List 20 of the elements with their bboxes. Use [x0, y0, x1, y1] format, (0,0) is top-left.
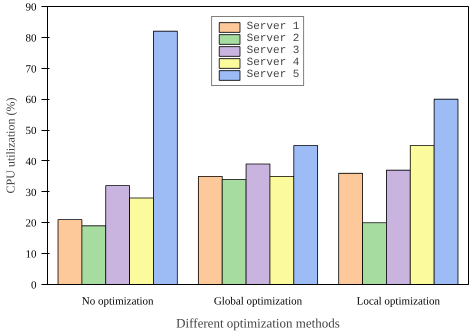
y-tick-label: 80 — [26, 32, 37, 44]
y-tick-label: 40 — [26, 156, 37, 168]
y-tick-label: 60 — [26, 94, 37, 106]
y-tick-label: 20 — [26, 218, 37, 230]
legend-label: Server 3 — [246, 45, 300, 57]
legend-label: Server 2 — [246, 33, 300, 45]
legend-label: Server 4 — [246, 57, 300, 69]
x-axis-title: Different optimization methods — [176, 316, 340, 330]
x-tick-label: Global optimization — [214, 296, 303, 308]
y-tick-label: 70 — [26, 63, 37, 76]
y-tick-label: 50 — [26, 125, 37, 138]
legend-label: Server 5 — [246, 69, 300, 81]
x-tick-label: Local optimization — [356, 296, 441, 308]
y-tick-label: 0 — [31, 280, 37, 292]
y-tick-label: 10 — [26, 248, 37, 261]
y-tick-label: 90 — [26, 2, 37, 14]
x-tick-label: No optimization — [82, 296, 154, 308]
y-tick-label: 30 — [26, 186, 37, 199]
y-axis-title: CPU utilization (%) — [4, 97, 18, 194]
legend-label: Server 1 — [246, 21, 300, 33]
